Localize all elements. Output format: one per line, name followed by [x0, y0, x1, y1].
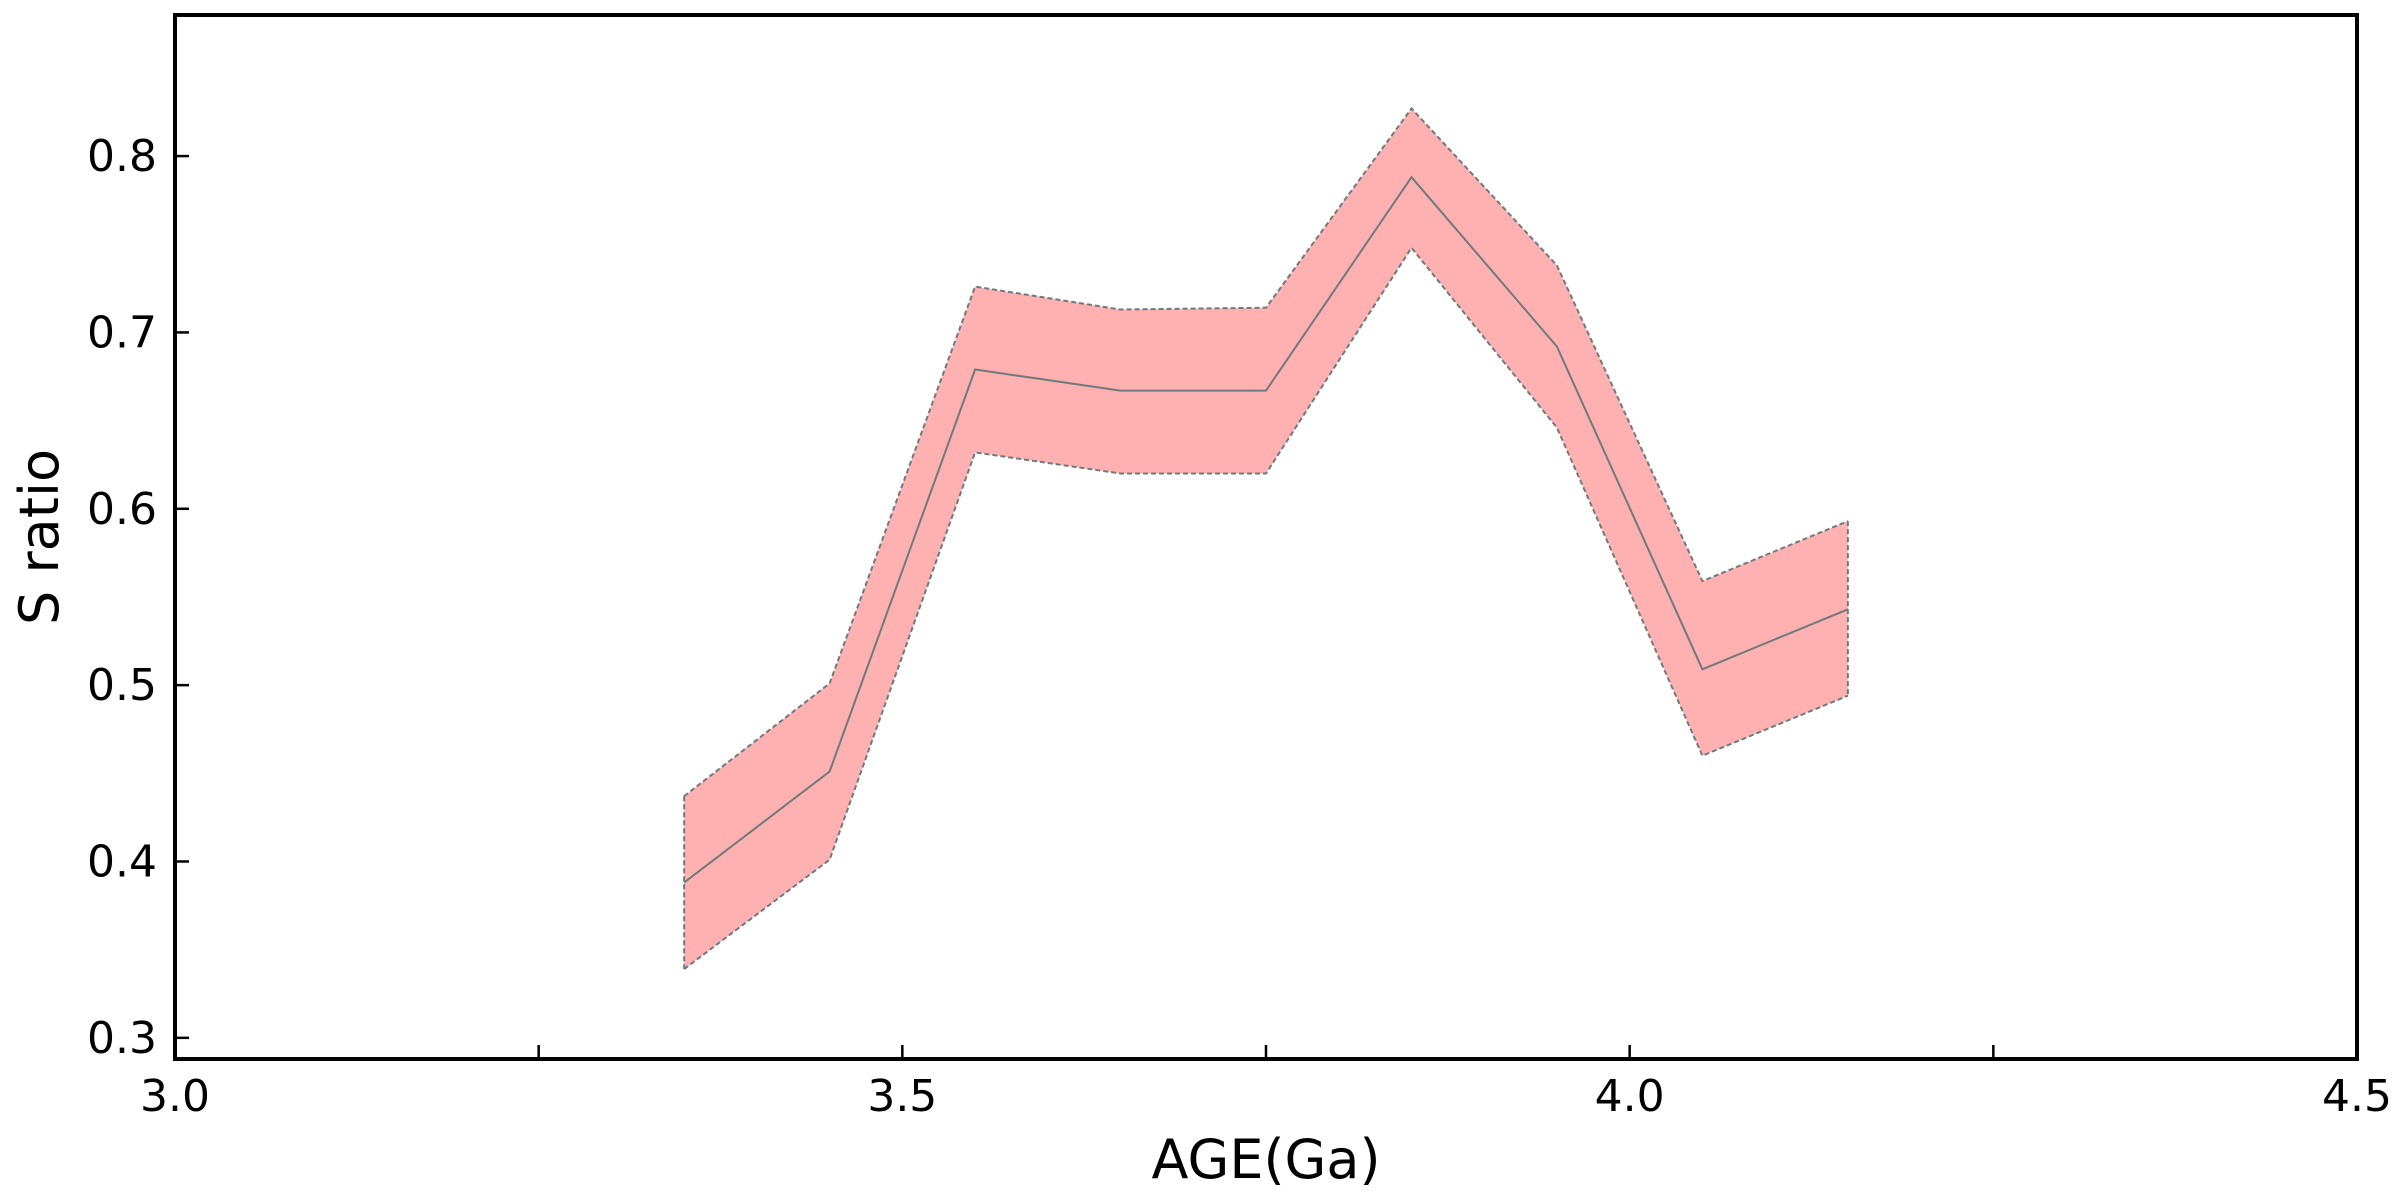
y-axis-title: S ratio	[8, 449, 71, 625]
x-axis-title: AGE(Ga)	[1151, 1128, 1380, 1191]
x-tick-label: 3.0	[140, 1071, 210, 1122]
y-tick-label: 0.3	[87, 1013, 157, 1064]
lower-bound-line	[683, 246, 1849, 970]
upper-bound-line	[683, 106, 1849, 797]
axes-frame	[173, 13, 2359, 1061]
plot-area	[683, 106, 1849, 970]
axes: 3.0 3.5 4.0 4.5 0.3 0.4 0.5 0.6 0.7 0.8	[87, 13, 2392, 1122]
y-tick-label: 0.7	[87, 307, 157, 358]
y-tick-label: 0.6	[87, 484, 157, 535]
x-tick-label: 4.0	[1595, 1071, 1665, 1122]
y-tick-label: 0.8	[87, 131, 157, 182]
x-tick-label: 4.5	[2322, 1071, 2392, 1122]
y-tick-label: 0.5	[87, 660, 157, 711]
x-tick-label: 3.5	[867, 1071, 937, 1122]
mean-line	[683, 175, 1849, 884]
y-tick-label: 0.4	[87, 836, 157, 887]
confidence-band	[684, 108, 1848, 970]
